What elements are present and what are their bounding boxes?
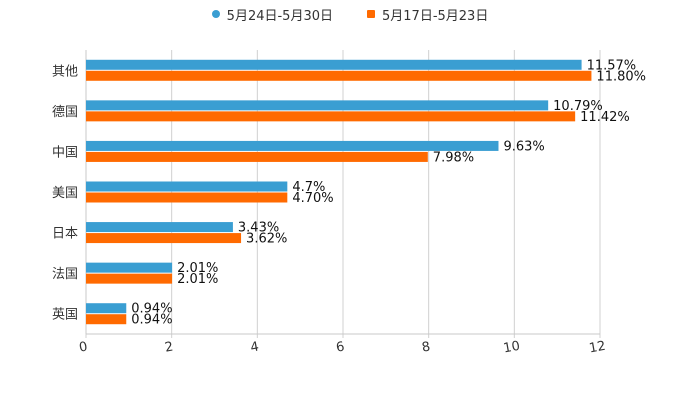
y-tick-label-5: 法国: [52, 267, 78, 282]
data-label-series-2-6: 0.94%: [131, 313, 172, 328]
bar-series-1-4: [86, 222, 233, 233]
data-label-series-2-5: 2.01%: [177, 272, 218, 287]
bar-series-1-2: [86, 140, 499, 151]
data-label-series-1-1: 10.79%: [553, 99, 603, 114]
bar-series-2-4: [86, 233, 242, 244]
bar-series-2-0: [86, 70, 592, 81]
bar-series-1-3: [86, 181, 288, 192]
legend-marker-series-2: [367, 10, 375, 18]
y-tick-label-6: 英国: [52, 308, 78, 323]
bar-series-2-5: [86, 273, 173, 284]
data-label-series-1-6: 0.94%: [131, 302, 172, 317]
data-label-series-1-3: 4.7%: [292, 180, 325, 195]
x-tick-label-10: 10: [502, 339, 521, 357]
bar-series-1-0: [86, 59, 582, 70]
y-tick-label-2: 中国: [52, 145, 78, 160]
data-label-series-2-0: 11.80%: [596, 69, 646, 84]
data-label-series-1-2: 9.63%: [503, 139, 544, 154]
data-label-series-2-3: 4.70%: [292, 191, 333, 206]
legend-item-series-2[interactable]: 5月17日-5月23日: [367, 5, 488, 24]
data-label-series-2-2: 7.98%: [433, 150, 474, 165]
legend-marker-series-1: [211, 10, 220, 18]
bar-series-1-1: [86, 100, 549, 111]
bar-series-1-6: [86, 303, 127, 314]
x-tick-label-2: 2: [164, 339, 175, 355]
x-tick-label-6: 6: [335, 339, 346, 355]
y-tick-label-3: 美国: [52, 186, 78, 201]
data-label-series-2-4: 3.62%: [246, 232, 287, 247]
y-tick-label-1: 德国: [52, 105, 78, 120]
legend: 5月24日-5月30日 5月17日-5月23日: [0, 4, 700, 24]
bar-series-2-1: [86, 111, 576, 122]
data-label-series-1-4: 3.43%: [238, 221, 279, 236]
data-label-series-2-1: 11.42%: [580, 110, 630, 125]
legend-item-series-1[interactable]: 5月24日-5月30日: [211, 5, 333, 24]
legend-label-series-1: 5月24日-5月30日: [226, 8, 333, 24]
x-tick-label-12: 12: [588, 339, 607, 357]
y-tick-label-4: 日本: [52, 227, 78, 242]
legend-label-series-2: 5月17日-5月23日: [382, 8, 489, 24]
data-label-series-1-0: 11.57%: [587, 58, 637, 73]
x-tick-label-4: 4: [249, 339, 260, 355]
y-tick-label-0: 其他: [52, 64, 78, 79]
bar-series-1-5: [86, 262, 173, 273]
x-tick-label-0: 0: [78, 339, 89, 355]
bar-series-2-3: [86, 192, 288, 203]
bar-series-2-2: [86, 151, 428, 162]
data-label-series-1-5: 2.01%: [177, 261, 218, 276]
bar-series-2-6: [86, 314, 127, 325]
x-tick-label-8: 8: [421, 339, 432, 355]
